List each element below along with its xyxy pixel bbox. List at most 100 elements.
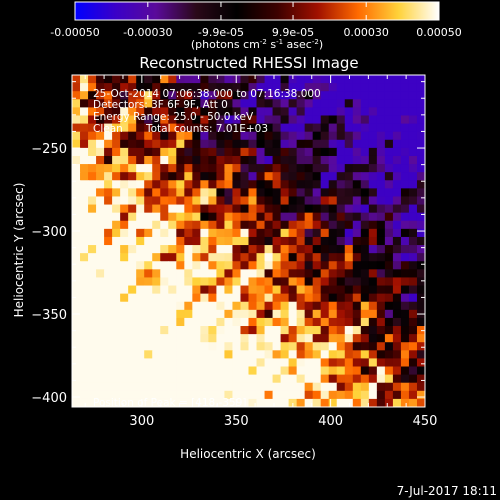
heatmap-cell [344, 115, 354, 125]
heatmap-cell [360, 342, 370, 351]
heatmap-cell [352, 212, 362, 222]
heatmap-cell [416, 236, 425, 246]
heatmap-cell [240, 382, 249, 392]
annotation-peak: Position of Peak = [418,-359] [93, 397, 247, 409]
heatmap-cell [144, 366, 153, 376]
heatmap-cell [392, 131, 402, 141]
heatmap-cell [328, 83, 338, 92]
heatmap-cell [88, 131, 97, 141]
heatmap-cell [104, 350, 113, 359]
heatmap-cell [328, 196, 338, 206]
heatmap-cell [248, 382, 258, 392]
heatmap-cell [416, 188, 425, 197]
heatmap-cell [264, 107, 274, 116]
heatmap-cell [416, 245, 425, 254]
heatmap-cell [304, 204, 314, 214]
heatmap-cell [288, 155, 298, 165]
heatmap-cell [400, 139, 410, 149]
heatmap-cell [136, 99, 145, 108]
heatmap-cell [80, 212, 89, 222]
heatmap-cell [256, 253, 266, 262]
heatmap-cell [320, 253, 330, 262]
heatmap-cell [176, 83, 185, 92]
heatmap-cell [280, 91, 290, 100]
heatmap-cell [248, 390, 258, 400]
heatmap-cell [400, 115, 410, 125]
heatmap-cell [408, 236, 418, 246]
heatmap-cell [368, 236, 378, 246]
heatmap-cell [384, 334, 394, 343]
heatmap-cell [128, 342, 137, 351]
heatmap-cell [328, 91, 338, 100]
heatmap-cell [176, 172, 185, 181]
heatmap-cell [96, 326, 105, 335]
heatmap-cell [240, 317, 249, 327]
heatmap-cell [192, 309, 201, 319]
heatmap-cell [112, 196, 121, 206]
heatmap-cell [408, 374, 418, 384]
heatmap-cell [336, 155, 346, 165]
heatmap-cell [168, 261, 177, 270]
heatmap-cell [104, 261, 113, 270]
heatmap-cell [200, 220, 209, 230]
heatmap-cell [328, 293, 338, 303]
heatmap-cell [328, 220, 338, 230]
heatmap-cell [152, 99, 161, 108]
heatmap-cell [288, 75, 298, 84]
heatmap-cell [144, 245, 153, 254]
heatmap-cell [360, 350, 370, 359]
heatmap-cell [248, 204, 258, 214]
heatmap-cell [160, 107, 169, 116]
heatmap-cell [312, 293, 322, 303]
heatmap-cell [72, 107, 81, 116]
heatmap-cell [184, 155, 193, 165]
heatmap-cell [400, 123, 410, 133]
heatmap-cell [344, 147, 354, 157]
heatmap-cell [256, 358, 266, 368]
heatmap-cell [80, 261, 89, 270]
heatmap-cell [152, 358, 161, 368]
heatmap-cell [344, 374, 354, 384]
heatmap-cell [408, 350, 418, 359]
heatmap-cell [360, 99, 370, 108]
heatmap-cell [264, 245, 274, 254]
heatmap-cell [168, 382, 177, 392]
heatmap-cell [152, 253, 161, 262]
heatmap-cell [376, 317, 386, 327]
heatmap-cell [360, 366, 370, 376]
heatmap-cell [200, 228, 209, 238]
heatmap-cell [232, 253, 241, 262]
heatmap-cell [136, 228, 145, 238]
heatmap-cell [176, 99, 185, 108]
heatmap-cell [280, 147, 290, 157]
heatmap-cell [368, 83, 378, 92]
heatmap-cell [408, 131, 418, 141]
heatmap-cell [144, 285, 153, 295]
heatmap-cell [408, 107, 418, 116]
heatmap-cell [352, 334, 362, 343]
heatmap-cell [264, 180, 274, 189]
heatmap-cell [416, 261, 425, 270]
heatmap-cell [384, 115, 394, 125]
heatmap-cell [336, 139, 346, 149]
heatmap-cell [304, 91, 314, 100]
heatmap-cell [384, 139, 394, 149]
heatmap-cell [144, 358, 153, 368]
heatmap-cell [408, 147, 418, 157]
heatmap-cell [144, 180, 153, 189]
heatmap-cell [184, 261, 193, 270]
heatmap-cell [168, 99, 177, 108]
heatmap-cell [416, 382, 425, 392]
heatmap-cell [296, 164, 306, 173]
heatmap-cell [280, 164, 290, 173]
heatmap-cell [152, 301, 161, 311]
heatmap-cell [320, 115, 330, 125]
heatmap-cell [376, 75, 386, 84]
heatmap-cell [392, 180, 402, 189]
heatmap-cell [72, 342, 81, 351]
heatmap-cell [296, 188, 306, 197]
heatmap-cell [152, 334, 161, 343]
heatmap-cell [312, 390, 322, 400]
heatmap-cell [360, 196, 370, 206]
heatmap-cell [80, 220, 89, 230]
